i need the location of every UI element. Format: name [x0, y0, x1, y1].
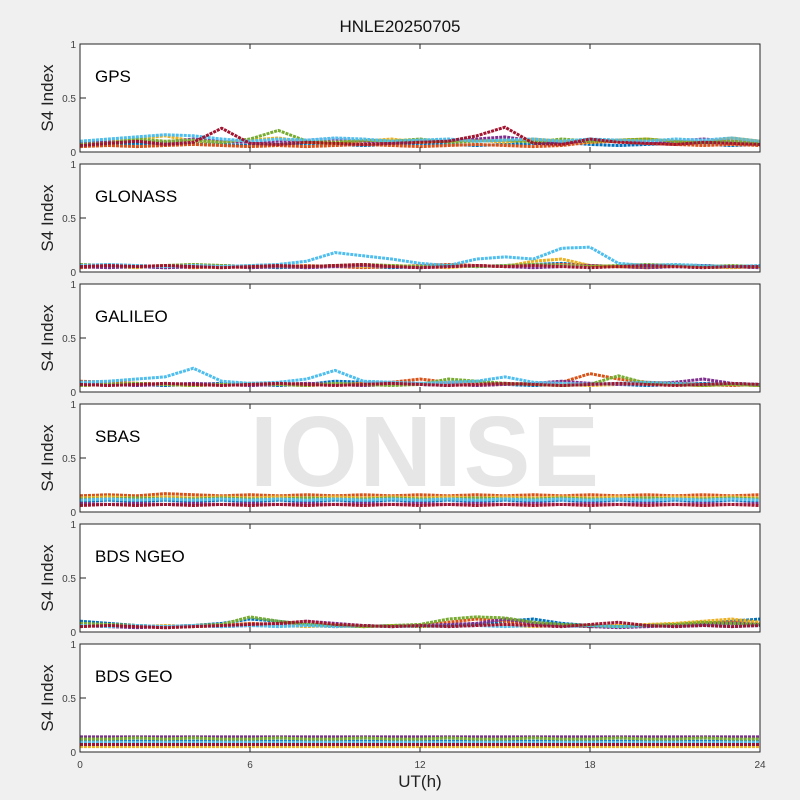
y-axis-label: S4 Index — [38, 664, 57, 732]
x-tick-label: 12 — [414, 760, 426, 771]
y-tick-label: 1 — [70, 400, 76, 411]
data-series — [80, 736, 760, 741]
panel-label: SBAS — [95, 427, 140, 446]
y-tick-label: 0.5 — [62, 214, 76, 225]
x-tick-label: 24 — [754, 760, 766, 771]
y-tick-label: 0.5 — [62, 334, 76, 345]
axes-background — [80, 284, 760, 392]
data-series — [79, 492, 761, 498]
y-axis-label: S4 Index — [38, 184, 57, 252]
axes-background — [80, 644, 760, 752]
y-tick-label: 0.5 — [62, 454, 76, 465]
x-tick-label: 0 — [77, 760, 83, 771]
panel-label: GALILEO — [95, 307, 168, 326]
panel-label: GPS — [95, 67, 131, 86]
y-tick-label: 0.5 — [62, 694, 76, 705]
x-tick-label: 6 — [247, 760, 253, 771]
panel-label: GLONASS — [95, 187, 177, 206]
axes-background — [80, 524, 760, 632]
data-series — [79, 366, 761, 386]
data-series — [79, 497, 761, 502]
y-tick-label: 1 — [70, 280, 76, 291]
y-tick-label: 0.5 — [62, 574, 76, 585]
panel-label: BDS NGEO — [95, 547, 185, 566]
y-axis-label: S4 Index — [38, 544, 57, 612]
data-series — [79, 381, 761, 388]
y-axis-label: S4 Index — [38, 424, 57, 492]
y-tick-label: 1 — [70, 40, 76, 51]
y-tick-label: 0 — [70, 748, 76, 759]
y-tick-label: 0 — [70, 268, 76, 279]
y-axis-label: S4 Index — [38, 64, 57, 132]
y-axis-label: S4 Index — [38, 304, 57, 372]
data-series — [79, 139, 761, 149]
panel-label: BDS GEO — [95, 667, 172, 686]
y-tick-label: 0 — [70, 508, 76, 519]
x-axis-label: UT(h) — [398, 772, 442, 791]
y-tick-label: 0 — [70, 628, 76, 639]
y-tick-label: 0.5 — [62, 94, 76, 105]
x-tick-label: 18 — [584, 760, 596, 771]
data-series — [79, 501, 761, 506]
y-tick-label: 1 — [70, 520, 76, 531]
y-tick-label: 1 — [70, 160, 76, 171]
data-series — [79, 502, 761, 508]
y-tick-label: 0 — [70, 148, 76, 159]
y-tick-label: 1 — [70, 640, 76, 651]
chart-title: HNLE20250705 — [339, 17, 461, 36]
axes-background — [80, 164, 760, 272]
data-series — [79, 133, 761, 143]
data-series — [79, 619, 761, 630]
y-tick-label: 0 — [70, 388, 76, 399]
data-series — [79, 125, 761, 148]
axes-background — [80, 44, 760, 152]
